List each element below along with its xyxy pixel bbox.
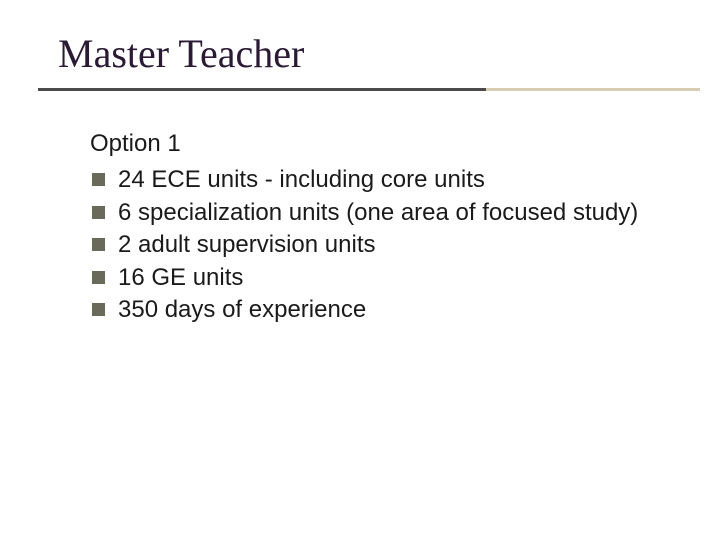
list-item: 24 ECE units - including core units [90,164,660,196]
slide-body: Option 1 24 ECE units - including core u… [90,128,660,326]
list-item: 16 GE units [90,262,660,294]
slide-title: Master Teacher [58,30,304,77]
title-underline-light [486,88,700,91]
bullet-text: 350 days of experience [118,296,366,323]
list-item: 2 adult supervision units [90,229,660,261]
bullet-text: 24 ECE units - including core units [118,166,485,193]
slide: Master Teacher Option 1 24 ECE units - i… [0,0,720,540]
list-item: 350 days of experience [90,294,660,326]
slide-subtitle: Option 1 [90,128,660,160]
bullet-text: 6 specialization units (one area of focu… [118,199,638,226]
bullet-text: 16 GE units [118,264,243,291]
title-underline-dark [38,88,486,91]
bullet-text: 2 adult supervision units [118,231,375,258]
list-item: 6 specialization units (one area of focu… [90,197,660,229]
bullet-list: 24 ECE units - including core units 6 sp… [90,164,660,326]
